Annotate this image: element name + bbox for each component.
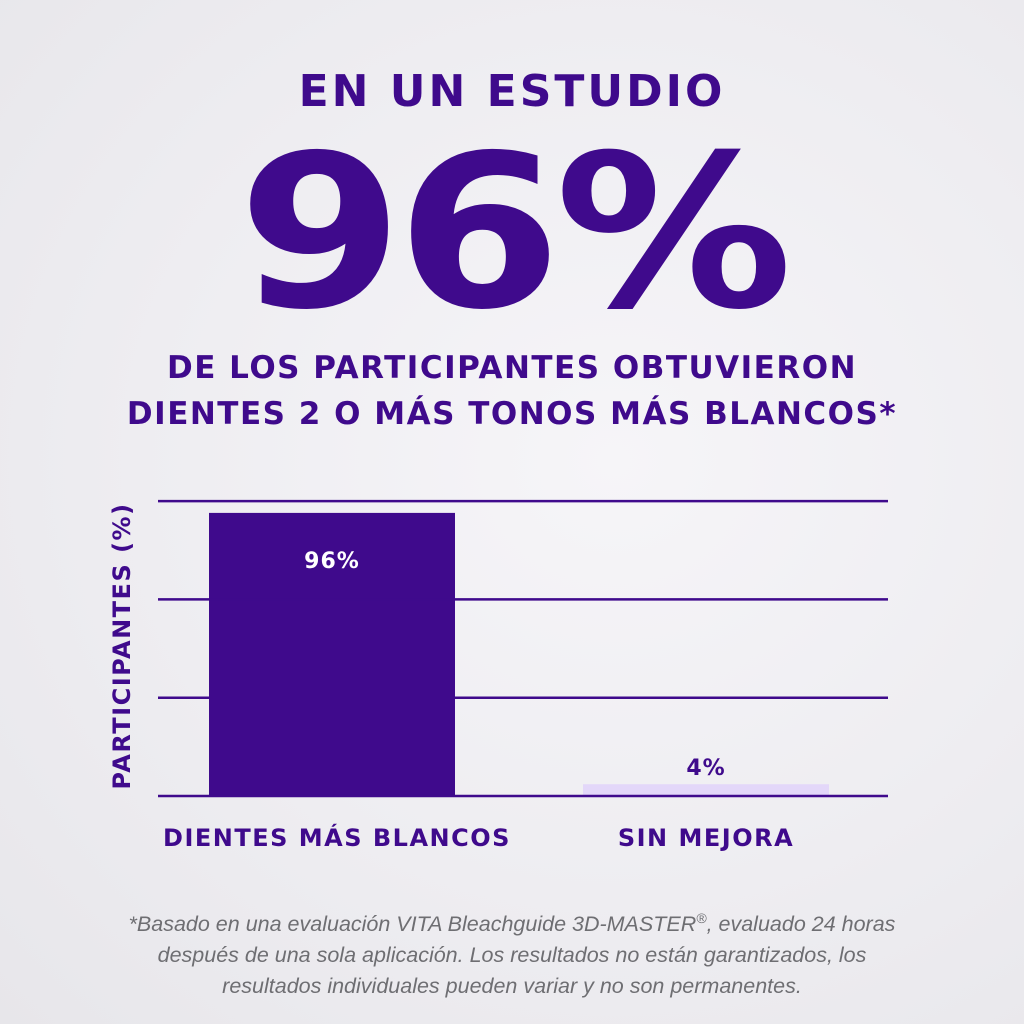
category-label-1: DIENTES MÁS BLANCOS [163, 823, 511, 852]
headline-stat: 96% [237, 109, 793, 356]
subheading-line-1: DE LOS PARTICIPANTES OBTUVIERON [166, 350, 858, 386]
footnote-line-2: después de una sola aplicación. Los resu… [157, 943, 867, 968]
value-label-1: 96% [304, 549, 360, 574]
study-heading: EN UN ESTUDIO [298, 66, 726, 117]
footnote: *Basado en una evaluación VITA Bleachgui… [0, 903, 1024, 1002]
footnote-text-a: *Basado en una evaluación VITA Bleachgui… [128, 912, 697, 937]
y-axis-label: PARTICIPANTES (%) [108, 502, 136, 789]
bar-2 [583, 784, 829, 796]
bar-chart: 96% 4% DIENTES MÁS BLANCOS SIN MEJORA PARTIC… [108, 499, 888, 852]
footnote-line-3: resultados individuales pueden variar y … [222, 974, 802, 999]
registered-mark: ® [696, 910, 707, 926]
subheading-line-2: DIENTES 2 O MÁS TONOS MÁS BLANCOS* [126, 396, 898, 432]
value-label-2: 4% [686, 756, 725, 781]
footnote-line-1: *Basado en una evaluación VITA Bleachgui… [0, 903, 1024, 940]
footnote-text-b: , evaluado 24 horas [706, 912, 896, 937]
subheading: DE LOS PARTICIPANTES OBTUVIERON DIENTES … [0, 345, 1024, 437]
category-label-2: SIN MEJORA [618, 824, 794, 852]
bar-1 [209, 512, 455, 796]
